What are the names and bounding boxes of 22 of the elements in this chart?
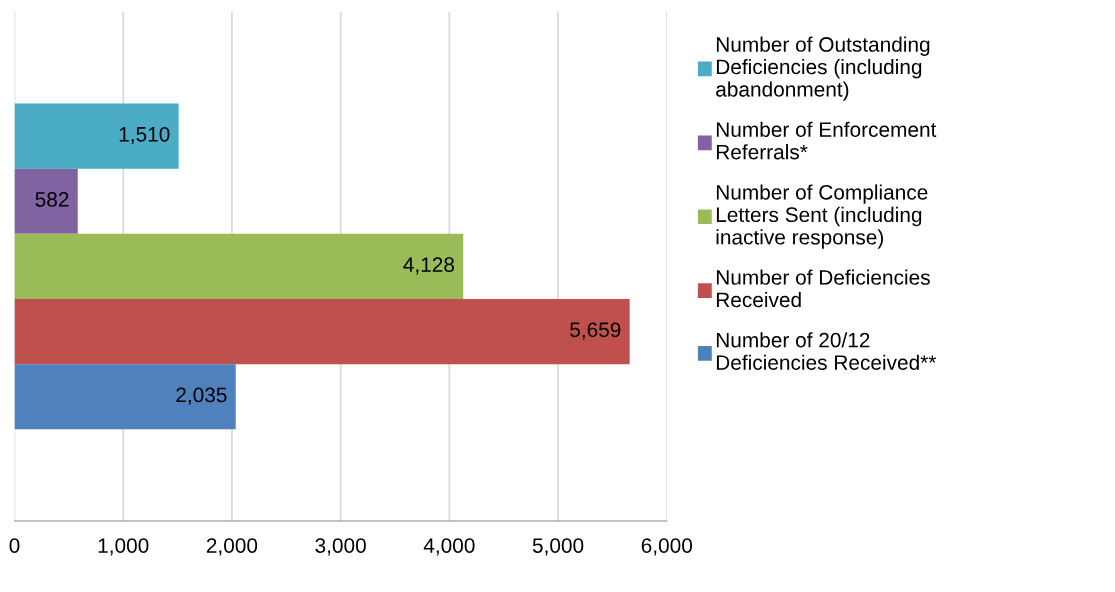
x-tick-label: 6,000 <box>641 538 693 556</box>
legend-label: Number of Deficiencies Received <box>716 269 930 308</box>
x-tick-label: 2,000 <box>206 538 258 556</box>
data-label: 582 <box>35 192 69 207</box>
legend-label: Number of Outstanding Deficiencies (including abandonment) <box>716 36 930 101</box>
x-tick-label: 1,000 <box>98 538 149 556</box>
legend-label: Number of 20/12 Deficiencies Received** <box>716 332 937 370</box>
bar <box>14 168 78 234</box>
bar <box>14 364 236 430</box>
x-tick-label: 3,000 <box>315 538 366 556</box>
data-label: 4,128 <box>403 257 455 275</box>
x-tick-label: 0 <box>9 538 20 553</box>
x-tick-label: 5,000 <box>532 538 584 556</box>
legend-label: Number of Enforcement Referrals* <box>716 121 937 160</box>
bar <box>14 298 630 365</box>
x-tick-label: 4,000 <box>423 538 475 556</box>
data-label: 5,659 <box>570 322 621 340</box>
bar <box>14 233 464 299</box>
legend-label: Number of Compliance Letters Sent (including inactive response) <box>716 184 928 249</box>
bar <box>14 103 179 169</box>
data-label: 1,510 <box>119 126 170 145</box>
data-label: 2,035 <box>176 387 227 405</box>
